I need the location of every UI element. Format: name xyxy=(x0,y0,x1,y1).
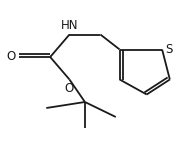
Text: O: O xyxy=(65,82,74,95)
Text: HN: HN xyxy=(61,19,78,32)
Text: O: O xyxy=(6,51,15,63)
Text: S: S xyxy=(165,43,172,56)
